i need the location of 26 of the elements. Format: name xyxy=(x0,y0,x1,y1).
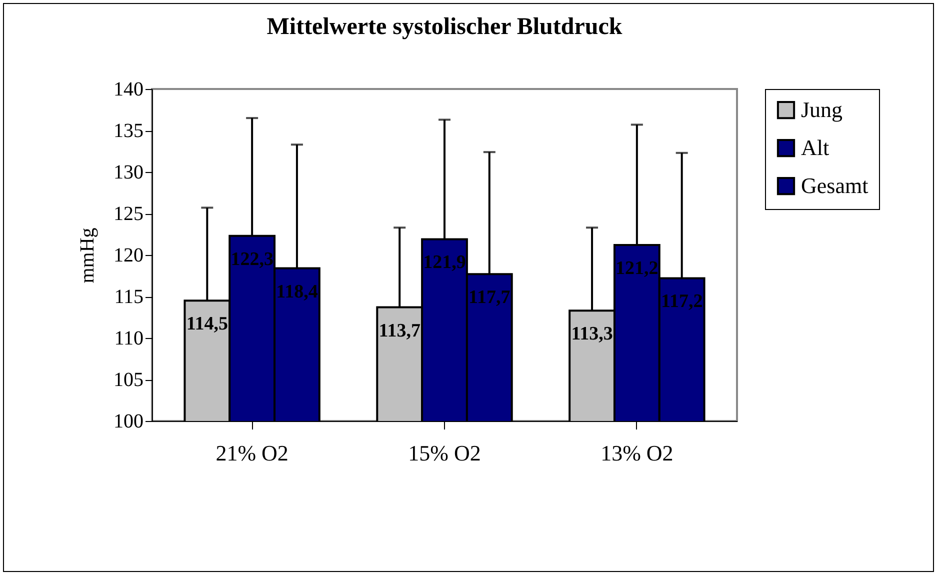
data-label: 118,4 xyxy=(276,281,318,302)
data-label: 114,5 xyxy=(186,314,228,335)
data-label: 113,7 xyxy=(378,320,421,342)
data-label: 117,2 xyxy=(660,291,703,312)
y-tick-label: 125 xyxy=(114,203,144,225)
data-label: 121,9 xyxy=(423,252,466,274)
data-label: 121,2 xyxy=(616,258,658,280)
data-label: 117,7 xyxy=(468,287,511,308)
legend-label: Jung xyxy=(801,97,843,122)
y-tick-label: 100 xyxy=(114,410,144,432)
chart-title: Mittelwerte systolischer Blutdruck xyxy=(266,14,623,40)
y-tick-label: 115 xyxy=(114,286,144,308)
y-axis-title: mmHg xyxy=(76,228,98,284)
data-label: 122,3 xyxy=(230,248,274,270)
y-tick-label: 130 xyxy=(114,162,144,184)
y-tick-label: 120 xyxy=(114,244,144,266)
y-tick-label: 135 xyxy=(114,120,144,142)
legend-label: Alt xyxy=(801,135,830,160)
y-tick-label: 105 xyxy=(114,369,144,391)
x-tick-label: 15% O2 xyxy=(408,440,481,466)
x-tick-label: 21% O2 xyxy=(216,440,288,466)
data-label: 113,3 xyxy=(571,324,613,345)
y-tick-label: 140 xyxy=(114,78,144,100)
y-tick-label: 110 xyxy=(114,328,144,350)
x-tick-label: 13% O2 xyxy=(600,440,674,466)
legend-label: Gesamt xyxy=(801,173,868,198)
